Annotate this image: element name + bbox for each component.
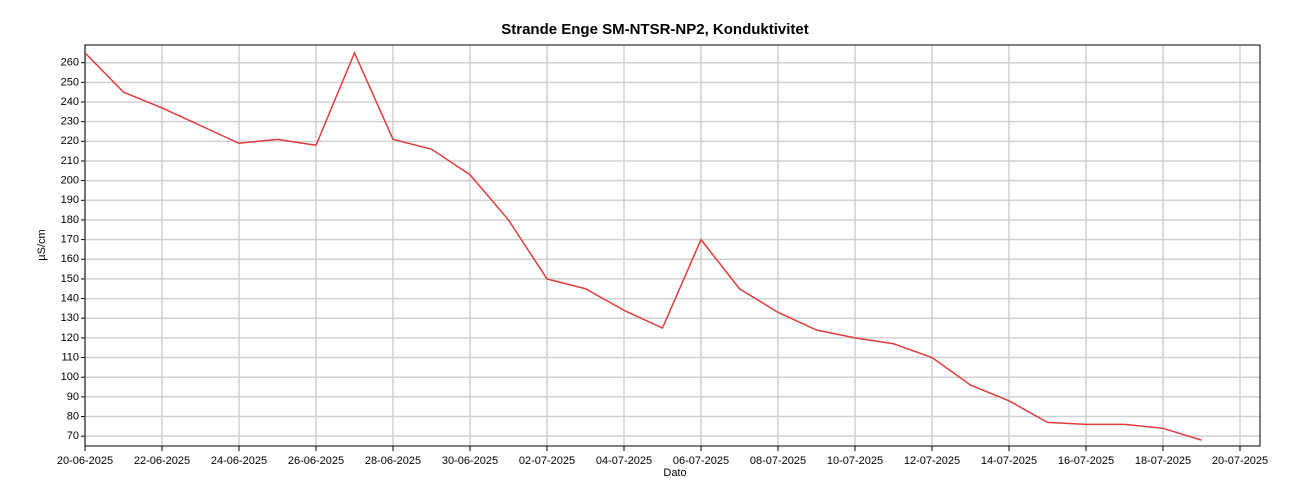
y-tick-label: 170 <box>61 234 79 246</box>
x-tick-label: 06-07-2025 <box>673 455 729 467</box>
x-tick-label: 04-07-2025 <box>596 455 652 467</box>
x-axis-label: Dato <box>663 467 686 479</box>
y-tick-label: 200 <box>61 175 79 187</box>
x-tick-label: 14-07-2025 <box>981 455 1037 467</box>
chart-title: Strande Enge SM-NTSR-NP2, Konduktivitet <box>501 21 809 38</box>
y-tick-label: 210 <box>61 155 79 167</box>
data-line <box>84 50 1202 441</box>
x-tick-label: 18-07-2025 <box>1135 455 1191 467</box>
x-tick-label: 12-07-2025 <box>904 455 960 467</box>
y-tick-label: 190 <box>61 194 79 206</box>
y-tick-label: 180 <box>61 214 79 226</box>
y-tick-label: 160 <box>61 253 79 265</box>
x-tick-label: 24-06-2025 <box>211 455 267 467</box>
y-tick-label: 260 <box>61 57 79 69</box>
y-tick-label: 220 <box>61 135 79 147</box>
y-tick-label: 230 <box>61 116 79 128</box>
x-tick-label: 10-07-2025 <box>827 455 883 467</box>
x-tick-label: 20-06-2025 <box>57 455 113 467</box>
x-tick-label: 30-06-2025 <box>442 455 498 467</box>
x-tick-label: 02-07-2025 <box>519 455 575 467</box>
x-tick-label: 22-06-2025 <box>134 455 190 467</box>
y-tick-label: 150 <box>61 273 79 285</box>
y-tick-label: 90 <box>67 391 79 403</box>
x-tick-label: 20-07-2025 <box>1212 455 1268 467</box>
y-tick-label: 250 <box>61 76 79 88</box>
plot-frame <box>84 44 1261 447</box>
y-tick-label: 120 <box>61 332 79 344</box>
y-tick-label: 70 <box>67 430 79 442</box>
y-tick-label: 100 <box>61 371 79 383</box>
y-tick-label: 110 <box>61 351 79 363</box>
y-axis-label: µS/cm <box>36 229 48 260</box>
x-tick-label: 26-06-2025 <box>288 455 344 467</box>
x-tick-label: 28-06-2025 <box>365 455 421 467</box>
y-tick-label: 240 <box>61 96 79 108</box>
y-tick-label: 140 <box>61 292 79 304</box>
y-tick-label: 130 <box>61 312 79 324</box>
x-tick-label: 16-07-2025 <box>1058 455 1114 467</box>
y-tick-label: 80 <box>67 410 79 422</box>
x-tick-label: 08-07-2025 <box>750 455 806 467</box>
